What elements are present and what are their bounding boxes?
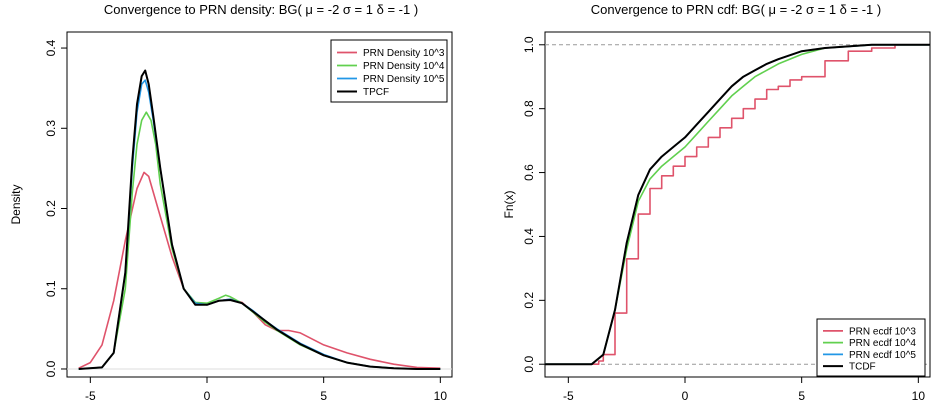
y-tick-label: 0.0 bbox=[44, 360, 58, 377]
chart-panel-1: Convergence to PRN density: BG( μ = -2 σ… bbox=[9, 2, 453, 403]
x-tick-label: -5 bbox=[563, 389, 574, 403]
series-line bbox=[78, 171, 441, 369]
chart-panel-2: Convergence to PRN cdf: BG( μ = -2 σ = 1… bbox=[502, 2, 931, 403]
y-axis-label: Density bbox=[9, 184, 23, 224]
plot-frame bbox=[66, 31, 453, 378]
y-tick-label: 0.6 bbox=[522, 164, 536, 181]
legend-box bbox=[816, 318, 926, 377]
chart-title: Convergence to PRN cdf: BG( μ = -2 σ = 1… bbox=[591, 2, 881, 17]
x-tick-label: 0 bbox=[682, 389, 689, 403]
y-tick-label: 0.8 bbox=[522, 100, 536, 117]
y-tick-label: 0.4 bbox=[44, 39, 58, 56]
x-tick-label: -5 bbox=[85, 389, 96, 403]
series-line bbox=[545, 44, 930, 365]
legend-label: PRN Density 10^5 bbox=[363, 74, 445, 85]
x-tick-label: 10 bbox=[434, 389, 448, 403]
y-tick-label: 0.1 bbox=[44, 280, 58, 297]
y-tick-label: 1.0 bbox=[522, 36, 536, 53]
y-axis-label: Fn(x) bbox=[502, 191, 516, 219]
legend-label: TPCF bbox=[363, 87, 389, 98]
y-tick-label: 0.2 bbox=[44, 200, 58, 217]
chart-title: Convergence to PRN density: BG( μ = -2 σ… bbox=[104, 2, 418, 17]
series-line bbox=[545, 44, 930, 365]
plot-frame bbox=[544, 31, 931, 378]
legend-label: PRN Density 10^4 bbox=[363, 61, 445, 72]
y-tick-label: 0.3 bbox=[44, 120, 58, 137]
x-tick-label: 10 bbox=[912, 389, 926, 403]
y-tick-label: 0.2 bbox=[522, 292, 536, 309]
y-tick-label: 0.0 bbox=[522, 356, 536, 373]
y-tick-label: 0.4 bbox=[522, 228, 536, 245]
series-line bbox=[78, 79, 441, 370]
x-tick-label: 0 bbox=[204, 389, 211, 403]
legend-label: PRN ecdf 10^5 bbox=[849, 350, 916, 361]
x-tick-label: 5 bbox=[798, 389, 805, 403]
x-tick-label: 5 bbox=[320, 389, 327, 403]
series-line bbox=[545, 44, 930, 365]
legend-label: PRN Density 10^3 bbox=[363, 48, 445, 59]
series-line bbox=[78, 69, 441, 370]
legend-label: TCDF bbox=[849, 362, 876, 373]
legend-label: PRN ecdf 10^4 bbox=[849, 338, 916, 349]
legend-label: PRN ecdf 10^3 bbox=[849, 326, 916, 337]
series-line bbox=[545, 43, 930, 366]
